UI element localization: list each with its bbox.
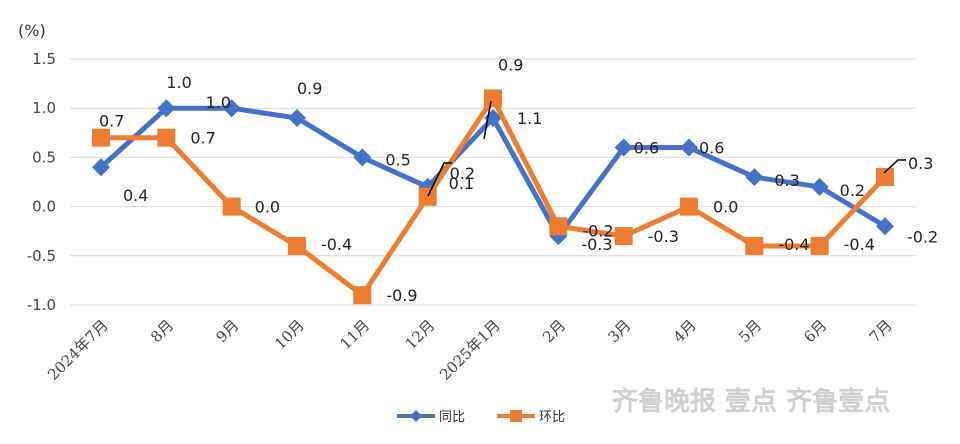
data-point-diamond <box>810 177 829 196</box>
x-tick-label: 4月 <box>670 316 700 346</box>
leader-line <box>883 159 906 174</box>
y-unit-label: (%) <box>18 21 46 40</box>
legend-marker <box>510 410 522 422</box>
data-point-diamond <box>92 158 110 177</box>
x-tick-label: 8月 <box>147 316 177 346</box>
x-tick-label: 12月 <box>402 316 439 353</box>
data-point-square <box>484 89 502 108</box>
data-point-square <box>288 236 306 255</box>
data-point-diamond <box>353 148 372 167</box>
data-label: 0.7 <box>99 112 124 131</box>
data-point-square <box>745 236 764 255</box>
x-tick-label: 7月 <box>866 316 896 346</box>
data-point-square <box>157 128 176 147</box>
legend-marker <box>410 410 422 422</box>
x-tick-label: 11月 <box>336 316 373 353</box>
data-label: 1.0 <box>206 93 231 112</box>
data-point-diamond <box>745 168 764 187</box>
data-point-square <box>549 217 568 236</box>
data-label: 1.0 <box>166 73 191 92</box>
data-point-diamond <box>222 99 241 118</box>
x-tick-label: 9月 <box>212 316 242 346</box>
data-point-diamond <box>876 217 894 236</box>
legend-label: 同比 <box>439 410 465 425</box>
data-label: -0.4 <box>778 235 809 254</box>
data-label: -0.2 <box>582 221 613 240</box>
data-point-square <box>418 187 437 206</box>
data-point-diamond <box>288 109 306 128</box>
data-label: 0.4 <box>123 186 148 205</box>
watermark-text: 齐鲁晚报 壹点 齐鲁壹点 <box>612 386 890 417</box>
y-tick-label: 1.0 <box>32 99 56 117</box>
legend: 同比 环比 <box>397 410 565 425</box>
x-tick-label: 10月 <box>271 316 308 353</box>
leader-line <box>483 100 492 140</box>
data-point-square <box>810 236 829 255</box>
x-tick-label: 2025年1月 <box>436 316 504 384</box>
data-point-square <box>92 128 110 147</box>
data-point-square <box>614 227 633 246</box>
data-point-square <box>222 197 241 216</box>
data-label: -0.4 <box>844 235 875 254</box>
data-label: 0.2 <box>450 164 475 183</box>
leader-line <box>427 162 452 197</box>
data-label: 0.0 <box>713 198 738 217</box>
y-axis: 1.5 1.0 0.5 0.0 -0.5 -1.0 <box>27 50 56 314</box>
y-tick-label: -1.0 <box>27 296 56 314</box>
data-point-diamond <box>614 138 633 157</box>
data-label: 0.0 <box>255 198 280 217</box>
x-tick-label: 2月 <box>539 316 569 346</box>
data-label: 0.3 <box>774 171 799 190</box>
data-labels: 0.4 1.0 1.0 0.9 0.5 0.2 1.1 -0.3 0.6 0.6 0.3 0.2 -0.… <box>99 55 938 305</box>
data-point-diamond <box>680 138 698 157</box>
x-tick-label: 6月 <box>800 316 830 346</box>
data-point-square <box>353 286 372 305</box>
series-line-mom <box>101 95 887 298</box>
data-label: 0.7 <box>190 129 215 148</box>
data-label: -0.9 <box>386 286 417 305</box>
series-line-yoy <box>99 105 887 239</box>
data-point-diamond <box>157 99 176 118</box>
y-tick-label: 0.0 <box>32 198 56 216</box>
data-label: 0.5 <box>385 150 410 169</box>
data-label: -0.3 <box>648 227 679 246</box>
data-point-square <box>876 168 894 187</box>
data-label: 0.6 <box>634 139 659 158</box>
data-label: -0.4 <box>321 235 352 254</box>
data-label: 0.3 <box>908 154 933 173</box>
y-tick-label: 1.5 <box>32 50 56 68</box>
data-label: 0.2 <box>840 181 865 200</box>
data-label: 0.9 <box>297 79 322 98</box>
data-label: 0.9 <box>498 55 523 74</box>
data-label: 0.6 <box>699 139 724 158</box>
data-label: -0.2 <box>907 227 938 246</box>
data-point-square <box>680 197 698 216</box>
x-tick-label: 2024年7月 <box>44 316 112 384</box>
x-tick-label: 5月 <box>735 316 765 346</box>
data-label: 1.1 <box>517 109 542 128</box>
data-label: -0.3 <box>581 235 612 254</box>
series-layer <box>92 89 894 305</box>
legend-label: 环比 <box>539 410 565 425</box>
data-label: 0.1 <box>449 174 474 193</box>
y-tick-label: -0.5 <box>27 247 56 265</box>
y-tick-label: 0.5 <box>32 148 56 166</box>
x-tick-label: 3月 <box>604 316 634 346</box>
